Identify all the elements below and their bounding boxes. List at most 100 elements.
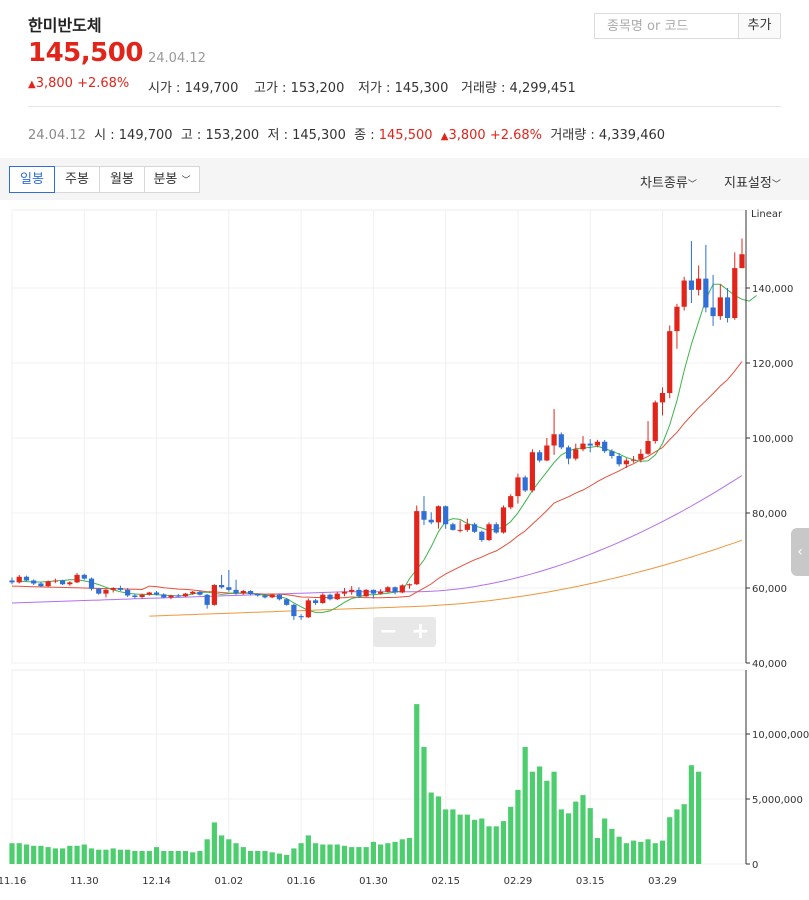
volume-bar bbox=[240, 847, 246, 864]
volume-bar bbox=[96, 849, 102, 864]
candle-body bbox=[638, 453, 644, 460]
zoom-out-button[interactable]: − bbox=[379, 619, 398, 644]
summary-date: 24.04.12 bbox=[28, 128, 86, 143]
volume-bar bbox=[558, 809, 564, 864]
candle-body bbox=[681, 280, 687, 307]
candle-body bbox=[240, 591, 246, 594]
add-button[interactable]: 추가 bbox=[739, 13, 781, 39]
search-input[interactable] bbox=[595, 14, 747, 38]
summary-close-label: 종 bbox=[354, 128, 367, 143]
zoom-in-button[interactable]: + bbox=[411, 619, 430, 644]
volume-axis: 10,000,000 5,000,000 0 bbox=[745, 670, 809, 871]
volume-bar bbox=[414, 704, 420, 864]
volume-bar bbox=[464, 814, 470, 864]
volume-bar bbox=[190, 852, 196, 864]
candle-body bbox=[587, 443, 593, 446]
chart-grid bbox=[11, 209, 747, 664]
side-panel-toggle[interactable]: ‹ bbox=[791, 528, 809, 576]
volume-bar bbox=[681, 804, 687, 864]
indicator-label: 지표설정 bbox=[724, 176, 772, 191]
candle-body bbox=[168, 595, 174, 598]
price-change: ▲3,800 +2.68% bbox=[28, 76, 129, 91]
candle-body bbox=[652, 402, 658, 441]
low-value: 145,300 bbox=[394, 81, 449, 96]
candle-body bbox=[573, 449, 579, 459]
volume-bar bbox=[471, 819, 478, 864]
volume-bar bbox=[88, 848, 95, 864]
tab-daily[interactable]: 일봉 bbox=[9, 166, 55, 193]
candle-body bbox=[45, 581, 51, 587]
volume-bar bbox=[327, 844, 333, 864]
price-axis: Linear 140,000 120,000 100,000 80,000 60,000 4… bbox=[745, 209, 793, 670]
ma120-line bbox=[149, 539, 743, 617]
volume-bar bbox=[74, 845, 80, 864]
candle-body bbox=[609, 451, 615, 456]
volume-bar bbox=[269, 852, 275, 864]
candle-body bbox=[197, 591, 203, 595]
candle-body bbox=[602, 441, 608, 452]
divider bbox=[28, 106, 781, 107]
tab-weekly[interactable]: 주봉 bbox=[54, 166, 100, 193]
volume-bar bbox=[197, 851, 203, 864]
volume-bar bbox=[385, 843, 391, 864]
volume-bar bbox=[312, 843, 319, 864]
volume-bar bbox=[370, 841, 376, 864]
price-tick-label: 140,000 bbox=[752, 284, 793, 295]
chart-type-menu[interactable]: 차트종류﹀ bbox=[640, 172, 697, 191]
volume-bar bbox=[132, 851, 138, 864]
candle-body bbox=[659, 393, 666, 403]
candle-body bbox=[464, 524, 470, 530]
volume-value: 4,299,451 bbox=[509, 81, 576, 96]
volume-bar bbox=[23, 844, 30, 864]
candle-body bbox=[349, 589, 355, 592]
candle-body bbox=[190, 591, 196, 594]
up-triangle-icon: ▲ bbox=[440, 131, 449, 142]
volume-bar bbox=[609, 828, 615, 864]
candle-body bbox=[594, 441, 601, 446]
volume-bar bbox=[674, 809, 680, 864]
volume-bar bbox=[45, 847, 51, 864]
candle-body bbox=[110, 588, 116, 590]
current-price: 145,500 bbox=[28, 38, 143, 68]
candle-body bbox=[81, 574, 87, 579]
volume-bar bbox=[616, 836, 622, 864]
date-tick-label: 02.15 bbox=[431, 876, 460, 887]
candle-body bbox=[204, 594, 210, 605]
volume-bar bbox=[67, 845, 73, 864]
tab-monthly[interactable]: 월봉 bbox=[99, 166, 145, 193]
candle-body bbox=[284, 599, 290, 605]
volume-bar bbox=[38, 845, 44, 864]
tab-minute-label: 분봉 bbox=[153, 172, 178, 187]
volume-bar bbox=[233, 843, 239, 864]
candle-body bbox=[457, 529, 463, 531]
volume-bar bbox=[638, 841, 644, 864]
ma60-line bbox=[11, 475, 743, 604]
candle-body bbox=[356, 589, 362, 597]
candle-body bbox=[717, 297, 723, 317]
volume-bar bbox=[139, 851, 145, 864]
summary-close: 145,500 bbox=[378, 128, 433, 143]
summary-row: 24.04.12 시 : 149,700 고 : 153,200 저 : 145… bbox=[28, 128, 666, 143]
date-tick-label: 03.29 bbox=[648, 876, 677, 887]
indicator-menu[interactable]: 지표설정﹀ bbox=[724, 172, 781, 191]
chevron-down-icon: ﹀ bbox=[687, 180, 697, 190]
candle-body bbox=[88, 578, 95, 589]
ma20-line bbox=[11, 361, 743, 599]
volume-tick-label: 0 bbox=[752, 860, 758, 871]
volume-bar bbox=[298, 843, 304, 864]
candle-body bbox=[486, 524, 492, 540]
volume-bar bbox=[594, 838, 601, 864]
volume-bar bbox=[435, 796, 442, 864]
candle-body bbox=[226, 587, 232, 590]
volume-grid bbox=[11, 669, 747, 865]
stock-chart[interactable]: Linear 140,000 120,000 100,000 80,000 60,000 4… bbox=[0, 200, 809, 900]
volume-bar bbox=[551, 771, 557, 864]
summary-volume-label: 거래량 bbox=[550, 128, 587, 143]
volume-bar bbox=[479, 818, 485, 864]
candle-body bbox=[269, 594, 275, 598]
candle-body bbox=[103, 589, 109, 594]
candle-body bbox=[334, 593, 340, 600]
volume-bar bbox=[247, 851, 254, 864]
tab-minute[interactable]: 분봉 ﹀ bbox=[144, 166, 200, 193]
low-label: 저가 bbox=[358, 81, 382, 96]
